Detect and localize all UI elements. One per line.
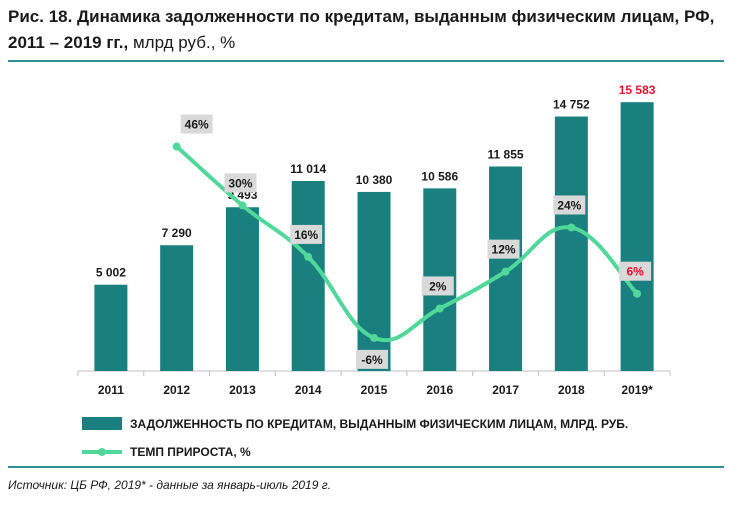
- x-tick-label-2018: 2018: [558, 383, 585, 397]
- growth-value-label-2013: 30%: [228, 176, 252, 190]
- growth-point-2012: [172, 142, 181, 151]
- legend-label-growth: ТЕМП ПРИРОСТА, %: [130, 445, 251, 459]
- x-tick-label-2013: 2013: [229, 383, 256, 397]
- growth-point-2015: [370, 333, 378, 342]
- growth-label-box-2017: [487, 239, 520, 259]
- bar-2012: [160, 245, 194, 371]
- x-tick-label-2011: 2011: [98, 383, 124, 397]
- growth-point-2018: [567, 223, 576, 232]
- x-tick-label-2016: 2016: [426, 383, 453, 397]
- bar-value-label-2014: 11 014: [290, 162, 326, 176]
- growth-point-2014: [304, 252, 313, 261]
- bar-value-label-2016: 10 586: [421, 169, 458, 183]
- growth-value-label-2018: 24%: [557, 198, 581, 212]
- bar-2015: [357, 191, 391, 371]
- bar-2014: [291, 181, 325, 371]
- growth-value-label-2016: 2%: [429, 279, 447, 293]
- bar-value-label-2018: 14 752: [553, 98, 590, 112]
- growth-label-box-2015: [356, 349, 388, 369]
- x-tick-label-2014: 2014: [295, 383, 322, 397]
- x-tick-label-2017: 2017: [492, 383, 519, 397]
- legend-label-bars: ЗАДОЛЖЕННОСТЬ ПО КРЕДИТАМ, ВЫДАННЫМ ФИЗИ…: [130, 417, 628, 431]
- legend-marker-growth: [98, 448, 106, 456]
- growth-label-box-2018: [553, 195, 586, 215]
- bar-2011: [94, 284, 128, 371]
- growth-point-2019*: [633, 289, 642, 298]
- chart-title: Рис. 18. Динамика задолженности по креди…: [8, 4, 724, 56]
- x-tick-label-2015: 2015: [361, 383, 388, 397]
- top-divider: [8, 60, 724, 62]
- growth-label-box-2014: [290, 224, 323, 244]
- x-tick-label-2019*: 2019*: [621, 383, 653, 397]
- growth-point-2017: [501, 267, 510, 276]
- growth-value-label-2015: -6%: [361, 353, 383, 367]
- chart-title-text: Рис. 18. Динамика задолженности по креди…: [8, 7, 715, 52]
- bar-value-label-2012: 7 290: [162, 226, 192, 240]
- bar-2019*: [620, 102, 654, 372]
- bar-2013: [225, 207, 259, 371]
- bar-value-label-2015: 10 380: [356, 173, 393, 187]
- growth-label-box-2019*: [619, 261, 652, 281]
- chart-title-unit: млрд руб., %: [132, 33, 236, 52]
- growth-value-label-2014: 16%: [294, 228, 318, 242]
- growth-label-box-2013: [224, 173, 257, 193]
- growth-value-label-2017: 12%: [492, 243, 516, 257]
- x-tick-label-2012: 2012: [163, 383, 190, 397]
- growth-label-box-2016: [421, 276, 454, 296]
- growth-label-box-2012: [180, 114, 213, 134]
- growth-value-label-2012: 46%: [185, 118, 209, 132]
- growth-point-2016: [435, 304, 444, 313]
- growth-value-label-2019*: 6%: [626, 265, 644, 279]
- bottom-divider: [8, 466, 724, 468]
- bar-value-label-2011: 5 002: [96, 266, 126, 280]
- legend-swatch-bars: [82, 417, 122, 430]
- bar-value-label-2019*: 15 583: [619, 83, 656, 97]
- bar-2018: [554, 116, 588, 371]
- source-note: Источник: ЦБ РФ, 2019* - данные за январ…: [8, 478, 331, 492]
- bar-value-label-2017: 11 855: [488, 148, 524, 162]
- growth-point-2013: [238, 201, 247, 210]
